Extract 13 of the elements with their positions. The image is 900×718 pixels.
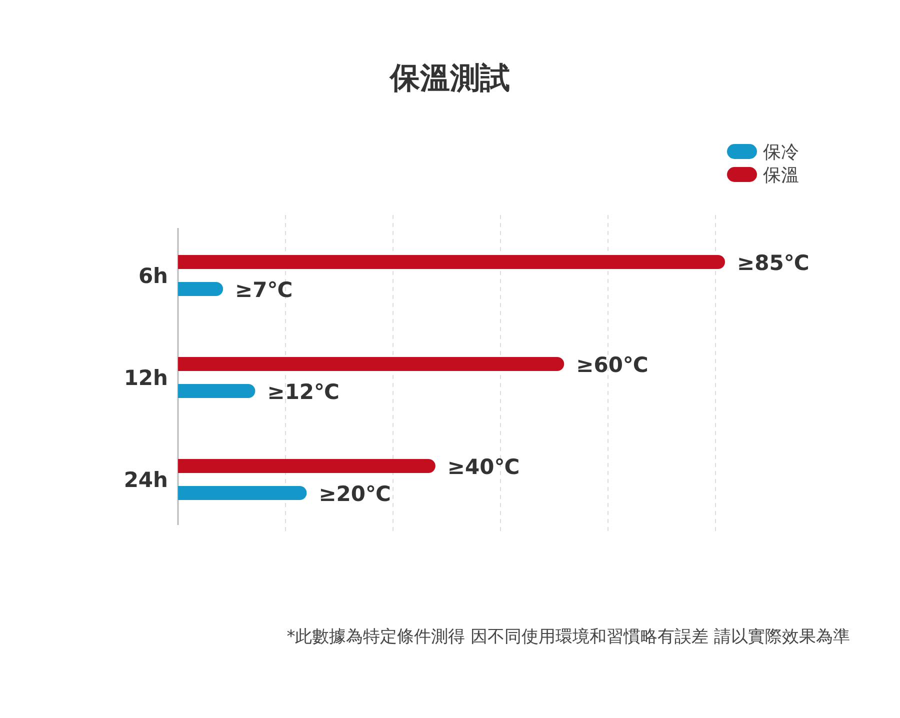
data-label: ≥12℃ — [267, 380, 340, 404]
data-label: ≥85℃ — [737, 251, 810, 275]
data-label: ≥40℃ — [447, 455, 520, 479]
text: *此數據為特定條件測得 因不同使用環境和習慣略有誤差 請以實際效果為準 — [286, 627, 850, 647]
y-tick-label: 24h — [124, 468, 168, 492]
title: 保溫測試 — [390, 61, 510, 96]
y-tick-label: 12h — [124, 366, 168, 390]
data-label: ≥20℃ — [318, 482, 391, 506]
y-tick-label: 6h — [138, 264, 168, 288]
data-label: ≥60℃ — [576, 353, 648, 377]
legend-label: 保溫 — [763, 165, 799, 186]
data-label: ≥7℃ — [235, 278, 293, 302]
legend-label: 保冷 — [763, 142, 799, 163]
